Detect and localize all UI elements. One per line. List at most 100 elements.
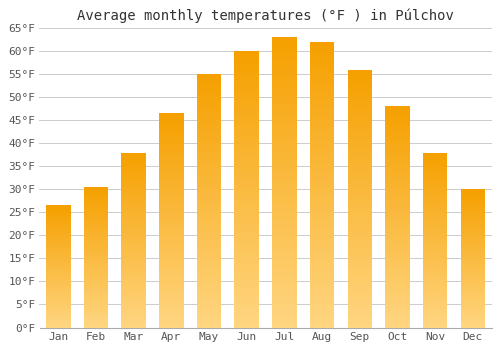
Bar xyxy=(460,272,485,274)
Bar xyxy=(348,289,372,292)
Bar xyxy=(310,174,334,177)
Bar xyxy=(348,286,372,289)
Bar xyxy=(197,99,222,103)
Bar xyxy=(423,172,448,174)
Bar xyxy=(385,123,409,126)
Bar xyxy=(84,264,108,266)
Bar xyxy=(234,151,259,155)
Bar xyxy=(310,274,334,278)
Bar xyxy=(385,231,409,233)
Bar xyxy=(122,185,146,188)
Bar xyxy=(348,147,372,150)
Bar xyxy=(84,326,108,328)
Bar xyxy=(423,198,448,201)
Bar xyxy=(348,305,372,308)
Bar xyxy=(423,249,448,251)
Bar xyxy=(385,153,409,156)
Bar xyxy=(423,286,448,288)
Bar xyxy=(159,276,184,279)
Bar xyxy=(423,284,448,286)
Bar xyxy=(234,314,259,317)
Bar xyxy=(46,266,70,268)
Bar xyxy=(348,257,372,260)
Bar xyxy=(310,56,334,60)
Bar xyxy=(310,288,334,292)
Bar xyxy=(423,223,448,225)
Bar xyxy=(385,150,409,153)
Bar xyxy=(122,218,146,220)
Bar xyxy=(348,150,372,153)
Bar xyxy=(84,248,108,250)
Bar xyxy=(197,141,222,144)
Bar xyxy=(272,164,296,168)
Bar xyxy=(122,303,146,306)
Bar xyxy=(122,194,146,196)
Bar xyxy=(385,272,409,275)
Bar xyxy=(310,313,334,317)
Bar xyxy=(84,215,108,217)
Bar xyxy=(122,181,146,183)
Bar xyxy=(234,72,259,75)
Bar xyxy=(385,228,409,231)
Bar xyxy=(348,302,372,305)
Bar xyxy=(159,212,184,215)
Bar xyxy=(122,253,146,255)
Bar xyxy=(159,309,184,312)
Bar xyxy=(122,170,146,172)
Bar xyxy=(234,269,259,272)
Bar xyxy=(84,203,108,205)
Bar xyxy=(122,299,146,301)
Bar xyxy=(122,223,146,225)
Bar xyxy=(460,314,485,315)
Bar xyxy=(197,277,222,280)
Bar xyxy=(460,195,485,196)
Bar xyxy=(84,256,108,257)
Bar xyxy=(385,181,409,184)
Bar xyxy=(197,217,222,220)
Bar xyxy=(460,310,485,312)
Bar xyxy=(197,109,222,112)
Bar xyxy=(46,317,70,318)
Bar xyxy=(272,219,296,222)
Bar xyxy=(159,303,184,306)
Bar xyxy=(385,292,409,294)
Bar xyxy=(423,231,448,233)
Bar xyxy=(272,201,296,204)
Bar xyxy=(159,143,184,146)
Bar xyxy=(348,270,372,273)
Bar xyxy=(159,188,184,191)
Bar xyxy=(234,262,259,265)
Bar xyxy=(234,134,259,138)
Bar xyxy=(197,223,222,226)
Bar xyxy=(46,245,70,247)
Bar xyxy=(234,214,259,217)
Bar xyxy=(84,194,108,196)
Bar xyxy=(348,179,372,182)
Bar xyxy=(385,286,409,289)
Bar xyxy=(122,310,146,312)
Bar xyxy=(423,225,448,227)
Bar xyxy=(272,117,296,121)
Bar xyxy=(423,253,448,255)
Bar xyxy=(460,205,485,206)
Bar xyxy=(272,77,296,81)
Bar xyxy=(348,83,372,86)
Bar xyxy=(46,276,70,277)
Bar xyxy=(159,282,184,285)
Bar xyxy=(159,148,184,151)
Bar xyxy=(310,78,334,81)
Bar xyxy=(234,220,259,224)
Bar xyxy=(423,293,448,295)
Bar xyxy=(348,295,372,299)
Bar xyxy=(310,213,334,217)
Bar xyxy=(122,244,146,246)
Bar xyxy=(310,177,334,181)
Bar xyxy=(460,317,485,319)
Bar xyxy=(122,166,146,168)
Bar xyxy=(159,317,184,320)
Bar xyxy=(385,203,409,206)
Bar xyxy=(234,158,259,162)
Bar xyxy=(385,131,409,134)
Bar xyxy=(385,294,409,297)
Bar xyxy=(84,201,108,203)
